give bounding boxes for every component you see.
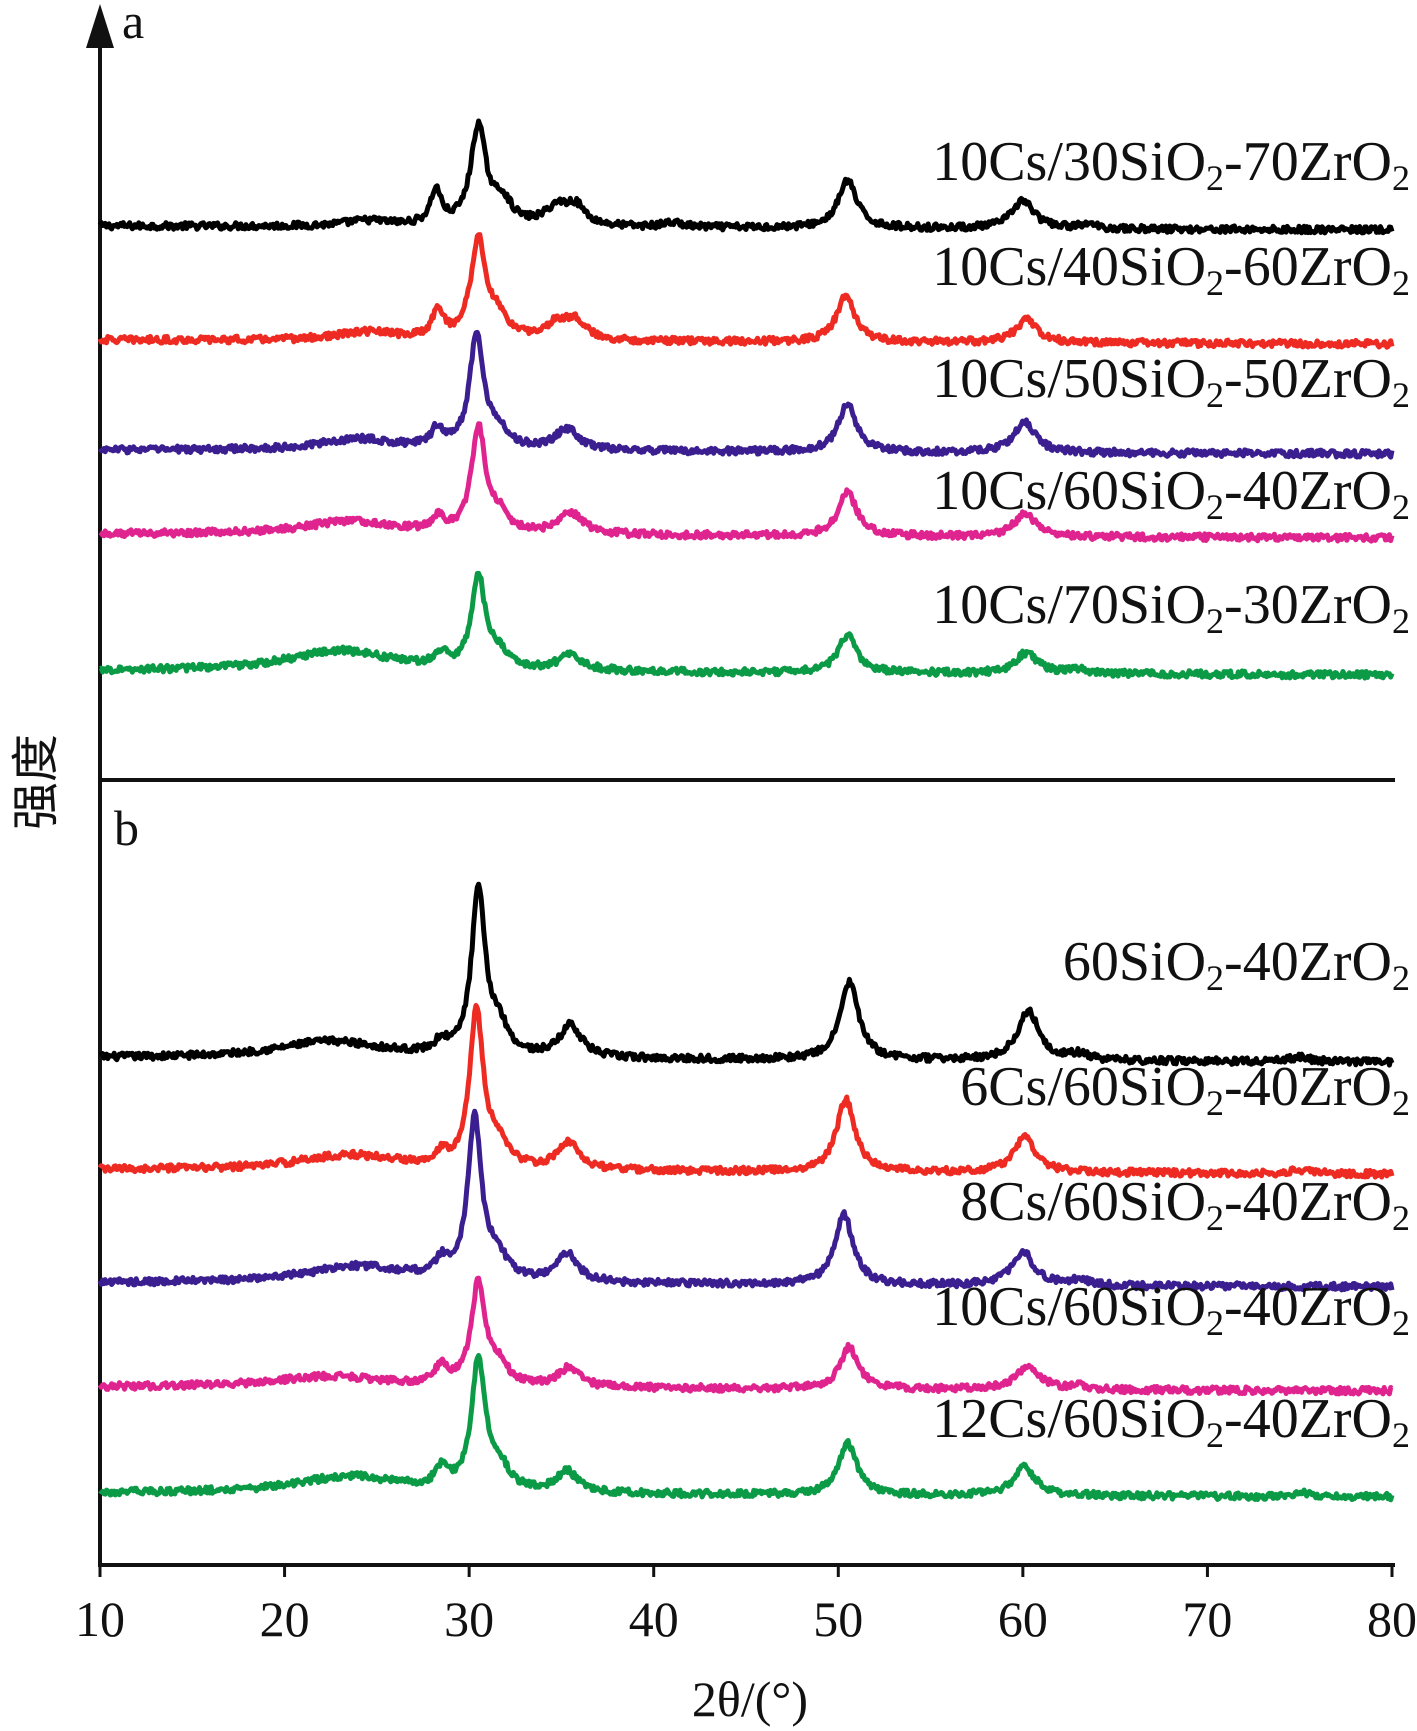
- series-label: 6Cs/60SiO2-40ZrO2: [960, 1056, 1410, 1123]
- x-tick-label: 20: [260, 1591, 310, 1647]
- x-tick-label: 50: [813, 1591, 863, 1647]
- series-line: [97, 118, 1395, 236]
- series-line: [97, 329, 1395, 460]
- series-label: 10Cs/30SiO2-70ZrO2: [932, 131, 1410, 198]
- x-tick-label: 30: [444, 1591, 494, 1647]
- series-label: 8Cs/60SiO2-40ZrO2: [960, 1171, 1410, 1238]
- y-axis-arrow: [86, 4, 114, 48]
- x-tick-label: 60: [998, 1591, 1048, 1647]
- series-label: 10Cs/70SiO2-30ZrO2: [932, 574, 1410, 641]
- x-tick-label: 40: [629, 1591, 679, 1647]
- panel-b-letter: b: [114, 800, 139, 856]
- series-line: [98, 1353, 1395, 1503]
- x-tick-label: 80: [1367, 1591, 1417, 1647]
- y-axis-title: 强度: [8, 734, 64, 830]
- series-line: [97, 1108, 1395, 1293]
- series-label: 60SiO2-40ZrO2: [1063, 931, 1410, 998]
- series-labels: 10Cs/30SiO2-70ZrO2 10Cs/40SiO2-60ZrO2 10Cs…: [932, 131, 1410, 1455]
- x-tick-label: 70: [1182, 1591, 1232, 1647]
- x-ticks: 10 20 30 40 50 60 70 80: [75, 1565, 1417, 1647]
- panel-a-letter: a: [122, 0, 144, 49]
- series-line: [97, 1275, 1394, 1397]
- series-line: [98, 421, 1395, 544]
- series-label: 10Cs/40SiO2-60ZrO2: [932, 236, 1410, 303]
- series-label: 10Cs/60SiO2-40ZrO2: [932, 460, 1410, 527]
- series-line: [98, 881, 1395, 1068]
- x-tick-label: 10: [75, 1591, 125, 1647]
- series-curves: [97, 118, 1395, 1503]
- series-label: 12Cs/60SiO2-40ZrO2: [932, 1388, 1410, 1455]
- series-line: [97, 1002, 1395, 1180]
- series-label: 10Cs/60SiO2-40ZrO2: [932, 1276, 1410, 1343]
- series-line: [97, 232, 1395, 350]
- series-line: [98, 570, 1395, 681]
- series-label: 10Cs/50SiO2-50ZrO2: [932, 348, 1410, 415]
- x-axis-title: 2θ/(°): [692, 1671, 808, 1727]
